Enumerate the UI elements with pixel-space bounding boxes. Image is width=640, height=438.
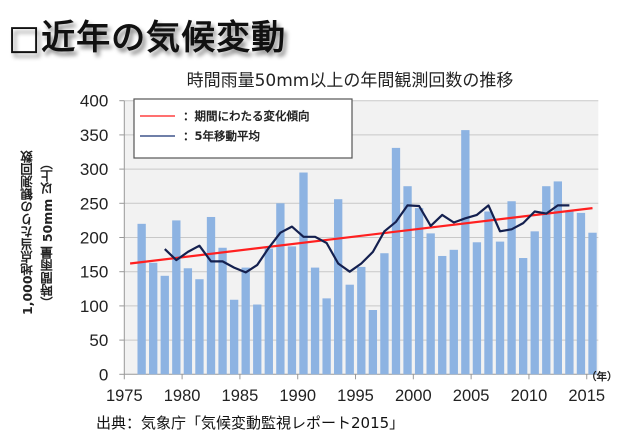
bar-1990: [299, 172, 308, 375]
bar-2009: [518, 258, 528, 375]
bar-2007: [495, 241, 505, 375]
slide-title: □近年の気候変動: [8, 18, 287, 58]
x-tick-label: 2015: [568, 387, 605, 405]
bar-1996: [368, 310, 378, 375]
moving-average-line: [164, 204, 570, 274]
bar-1987: [264, 248, 273, 375]
bar-1984: [229, 299, 239, 375]
bar-1977: [149, 262, 158, 375]
bar-2002: [438, 255, 447, 375]
bar-1976: [137, 223, 146, 375]
bar-1994: [345, 284, 354, 375]
bar-2006: [484, 211, 493, 375]
y-tick-labels: 0 50 100 150 200 250 300 350 400: [80, 92, 108, 385]
bar-2000: [414, 208, 424, 375]
bar-1983: [218, 247, 227, 375]
y-tick-label: 50: [89, 331, 108, 350]
x-tick-label: 1995: [337, 387, 374, 405]
bar-1985: [241, 267, 250, 375]
bar-1993: [334, 199, 343, 375]
bar-2012: [553, 181, 562, 375]
x-tick-label: 1985: [222, 387, 259, 405]
bar-1999: [403, 186, 412, 375]
bar-2014: [576, 212, 586, 375]
bar-1995: [357, 266, 366, 375]
bar-2001: [426, 233, 435, 375]
y-tick-label: 100: [80, 297, 108, 316]
bar-1981: [195, 279, 204, 375]
bar-2015: [588, 232, 597, 375]
bar-2008: [507, 201, 516, 375]
trend-line: [129, 207, 593, 265]
bar-1988: [276, 203, 285, 375]
x-tick-labels: 1975 1980 1985 1990 1995 2000 2005 2010 2015: [106, 387, 605, 405]
bar-2013: [565, 211, 574, 375]
bars: [137, 130, 597, 375]
bar-1998: [391, 147, 401, 375]
bar-1986: [253, 304, 262, 375]
bar-2004: [461, 130, 470, 375]
x-tick-label: 2005: [453, 387, 490, 405]
bar-1982: [206, 216, 216, 375]
y-tick-label: 200: [80, 229, 108, 248]
x-axis-unit: （年）: [586, 370, 618, 383]
bar-2003: [449, 249, 458, 375]
bar-1991: [310, 267, 320, 375]
bar-2010: [530, 231, 539, 375]
x-tick-label: 1990: [279, 387, 316, 405]
y-tick-label: 300: [80, 160, 108, 179]
chart-title: 時間雨量50mm以上の年間観測回数の推移: [186, 71, 514, 91]
bar-1989: [287, 246, 297, 375]
legend-moving-average-label: ：5年移動平均: [183, 129, 260, 143]
legend-box: [133, 98, 353, 159]
x-tick-label: 2000: [395, 387, 432, 405]
y-tick-label: 0: [99, 365, 108, 384]
bar-2005: [472, 242, 482, 375]
bar-2011: [542, 186, 551, 375]
bar-1980: [183, 268, 193, 375]
bar-1997: [380, 253, 389, 375]
bar-1992: [322, 298, 331, 375]
x-tick-label: 1980: [164, 387, 201, 405]
x-tick-label: 1975: [106, 387, 143, 405]
y-tick-label: 350: [80, 126, 108, 145]
y-tick-label: 400: [80, 92, 108, 111]
legend-trend-label: ：期間にわたる変化傾向: [183, 109, 310, 123]
y-tick-label: 250: [80, 194, 108, 213]
bar-1978: [160, 275, 169, 375]
legend: ：期間にわたる変化傾向 ：5年移動平均: [133, 98, 353, 159]
y-tick-label: 150: [80, 263, 108, 282]
source-citation: 出典：気象庁「気候変動監視レポート2015」: [96, 414, 405, 432]
bar-1979: [172, 220, 181, 375]
x-tick-label: 2010: [511, 387, 548, 405]
